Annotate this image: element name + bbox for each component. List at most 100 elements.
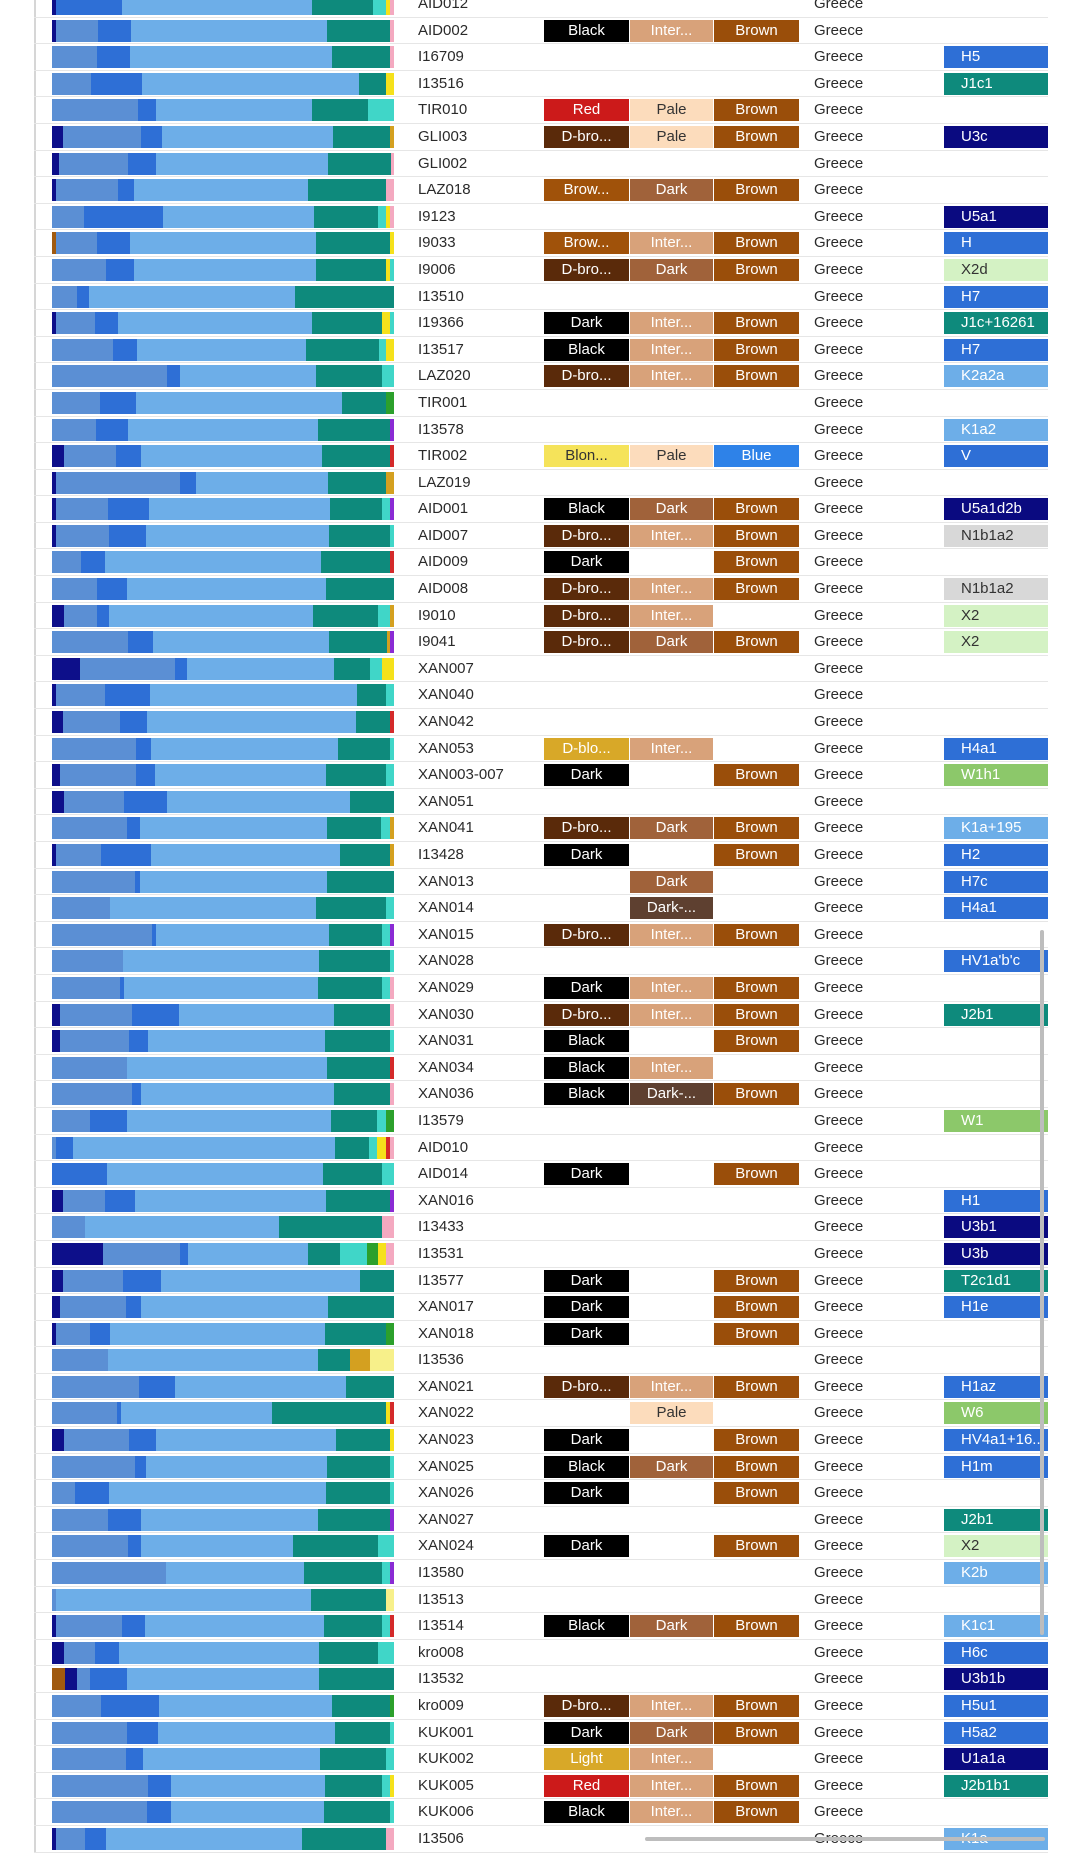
table-row[interactable]: I9006 D-bro... Dark Brown Greece X2d [34, 256, 1048, 284]
table-row[interactable]: AID012 Greece [34, 0, 1048, 18]
table-row[interactable]: XAN036 Black Dark-... Brown Greece [34, 1081, 1048, 1108]
table-row[interactable]: XAN029 Dark Inter... Brown Greece [34, 974, 1048, 1002]
sample-id: I13428 [418, 846, 464, 863]
table-row[interactable]: XAN018 Dark Brown Greece [34, 1320, 1048, 1348]
table-row[interactable]: I13514 Black Dark Brown Greece K1c1 [34, 1613, 1048, 1640]
haplogroup-cell: H1 [944, 1189, 1048, 1212]
eye-color-cell: Brow... [544, 179, 629, 202]
table-row[interactable]: I13577 Dark Brown Greece T2c1d1 [34, 1267, 1048, 1295]
table-row[interactable]: XAN034 Black Inter... Greece [34, 1054, 1048, 1082]
table-row[interactable]: kro009 D-bro... Inter... Brown Greece H5u1 [34, 1693, 1048, 1720]
ancestry-segment-light [140, 445, 322, 468]
ancestry-segment-light [104, 551, 321, 574]
eye-color-cell: Dark [544, 1482, 629, 1505]
haplogroup-cell: N1b1a2 [944, 524, 1048, 547]
table-row[interactable]: I13578 Greece K1a2 [34, 416, 1048, 444]
table-row[interactable]: TIR002 Blon... Pale Blue Greece V [34, 443, 1048, 470]
table-row[interactable]: TIR010 Red Pale Brown Greece [34, 97, 1048, 124]
table-row[interactable]: XAN022 Pale Greece W6 [34, 1400, 1048, 1428]
table-row[interactable]: XAN023 Dark Brown Greece HV4a1+16... [34, 1427, 1048, 1454]
table-row[interactable]: KUK001 Dark Dark Brown Greece H5a2 [34, 1719, 1048, 1747]
table-row[interactable]: AID010 Greece [34, 1134, 1048, 1162]
table-row[interactable]: LAZ020 D-bro... Inter... Brown Greece K2a2a [34, 363, 1048, 390]
table-row[interactable]: I13531 Greece U3b [34, 1240, 1048, 1268]
table-row[interactable]: I13433 Greece U3b1 [34, 1214, 1048, 1241]
sample-id: XAN031 [418, 1032, 474, 1050]
table-row[interactable]: XAN026 Dark Brown Greece [34, 1480, 1048, 1507]
ancestry-segment-teal [312, 312, 383, 335]
table-row[interactable]: XAN028 Greece HV1a'b'c [34, 948, 1048, 975]
table-row[interactable]: I13536 Greece [34, 1347, 1048, 1374]
table-row[interactable]: I9010 D-bro... Inter... Greece X2 [34, 602, 1048, 630]
table-row[interactable]: TIR001 Greece [34, 389, 1048, 417]
table-row[interactable]: I13517 Black Inter... Brown Greece H7 [34, 336, 1048, 364]
table-row[interactable]: I13580 Greece K2b [34, 1560, 1048, 1587]
table-row[interactable]: XAN015 D-bro... Inter... Brown Greece [34, 921, 1048, 949]
sample-id: XAN022 [418, 1404, 474, 1422]
table-row[interactable]: LAZ018 Brow... Dark Brown Greece [34, 177, 1048, 204]
ancestry-segment-teal [332, 1695, 390, 1717]
table-row[interactable]: KUK006 Black Inter... Brown Greece [34, 1799, 1048, 1826]
eye-color-cell: Black [544, 498, 629, 521]
table-row[interactable]: I19366 Dark Inter... Brown Greece J1c+16261 [34, 310, 1048, 337]
table-row[interactable]: XAN040 Greece [34, 682, 1048, 710]
skin-color-cell: Dark [630, 498, 713, 521]
ancestry-segment-blue [132, 1083, 141, 1106]
ancestry-segment-teal [328, 524, 390, 547]
ancestry-segment-gold [386, 631, 391, 654]
ancestry-segment-slate [52, 1535, 129, 1558]
skin-color-cell: Dark [630, 179, 713, 202]
table-row[interactable]: AID001 Black Dark Brown Greece U5a1d2b [34, 496, 1048, 523]
ancestry-segment-light [130, 46, 333, 69]
table-row[interactable]: LAZ019 Greece [34, 469, 1048, 497]
ancestry-bar [52, 551, 394, 574]
table-row[interactable]: XAN031 Black Brown Greece [34, 1028, 1048, 1055]
table-row[interactable]: I13516 Greece J1c1 [34, 70, 1048, 98]
table-row[interactable]: XAN053 D-blo... Inter... Greece H4a1 [34, 735, 1048, 763]
ancestry-segment-slate [52, 418, 96, 441]
table-row[interactable]: I13510 Greece H7 [34, 283, 1048, 311]
table-row[interactable]: I9123 Greece U5a1 [34, 203, 1048, 231]
table-row[interactable]: AID014 Dark Brown Greece [34, 1161, 1048, 1188]
table-row[interactable]: XAN003-007 Dark Brown Greece W1h1 [34, 762, 1048, 789]
ancestry-segment-light [188, 1242, 309, 1265]
table-row[interactable]: GLI002 Greece [34, 150, 1048, 178]
table-row[interactable]: KUK005 Red Inter... Brown Greece J2b1b1 [34, 1772, 1048, 1800]
table-row[interactable]: AID007 D-bro... Inter... Brown Greece N1b1a2 [34, 522, 1048, 550]
table-row[interactable]: XAN041 D-bro... Dark Brown Greece K1a+195 [34, 815, 1048, 842]
table-row[interactable]: AID008 D-bro... Inter... Brown Greece N1b1a2 [34, 576, 1048, 603]
table-row[interactable]: I13513 Greece [34, 1586, 1048, 1614]
table-row[interactable]: GLI003 D-bro... Pale Brown Greece U3c [34, 123, 1048, 151]
table-row[interactable]: XAN016 Greece H1 [34, 1187, 1048, 1215]
table-row[interactable]: XAN021 D-bro... Inter... Brown Greece H1az [34, 1373, 1048, 1401]
table-row[interactable]: XAN007 Greece [34, 655, 1048, 683]
ancestry-bar [52, 1349, 394, 1372]
ancestry-segment-slate [55, 471, 181, 494]
table-row[interactable]: XAN025 Black Dark Brown Greece H1m [34, 1453, 1048, 1481]
table-row[interactable]: XAN051 Greece [34, 788, 1048, 816]
table-row[interactable]: XAN030 D-bro... Inter... Brown Greece J2b1 [34, 1001, 1048, 1029]
table-row[interactable]: I13532 Greece U3b1b [34, 1666, 1048, 1693]
table-row[interactable]: AID002 Black Inter... Brown Greece [34, 17, 1048, 45]
table-row[interactable]: I13579 Greece W1 [34, 1107, 1048, 1135]
table-row[interactable]: XAN024 Dark Brown Greece X2 [34, 1533, 1048, 1561]
table-row[interactable]: XAN027 Greece J2b1 [34, 1506, 1048, 1534]
horizontal-scrollbar[interactable] [645, 1837, 1045, 1841]
table-row[interactable]: KUK002 Light Inter... Greece U1a1a [34, 1746, 1048, 1773]
table-row[interactable]: XAN017 Dark Brown Greece H1e [34, 1294, 1048, 1321]
table-row[interactable]: AID009 Dark Brown Greece [34, 549, 1048, 577]
table-row[interactable]: I9041 D-bro... Dark Brown Greece X2 [34, 629, 1048, 656]
table-row[interactable]: I9033 Brow... Inter... Brown Greece H [34, 230, 1048, 257]
vertical-scrollbar[interactable] [1040, 930, 1044, 1635]
ancestry-segment-blue [139, 1375, 176, 1398]
country-cell: Greece [814, 846, 864, 863]
table-row[interactable]: I16709 Greece H5 [34, 44, 1048, 71]
ancestry-segment-light [141, 1296, 328, 1319]
table-row[interactable]: XAN013 Dark Greece H7c [34, 868, 1048, 896]
row-separator [34, 921, 36, 948]
table-row[interactable]: kro008 Greece H6c [34, 1639, 1048, 1667]
table-row[interactable]: XAN042 Greece [34, 709, 1048, 736]
ancestry-segment-blue [126, 1721, 159, 1744]
table-row[interactable]: XAN014 Dark-... Greece H4a1 [34, 895, 1048, 922]
table-row[interactable]: I13428 Dark Brown Greece H2 [34, 842, 1048, 869]
